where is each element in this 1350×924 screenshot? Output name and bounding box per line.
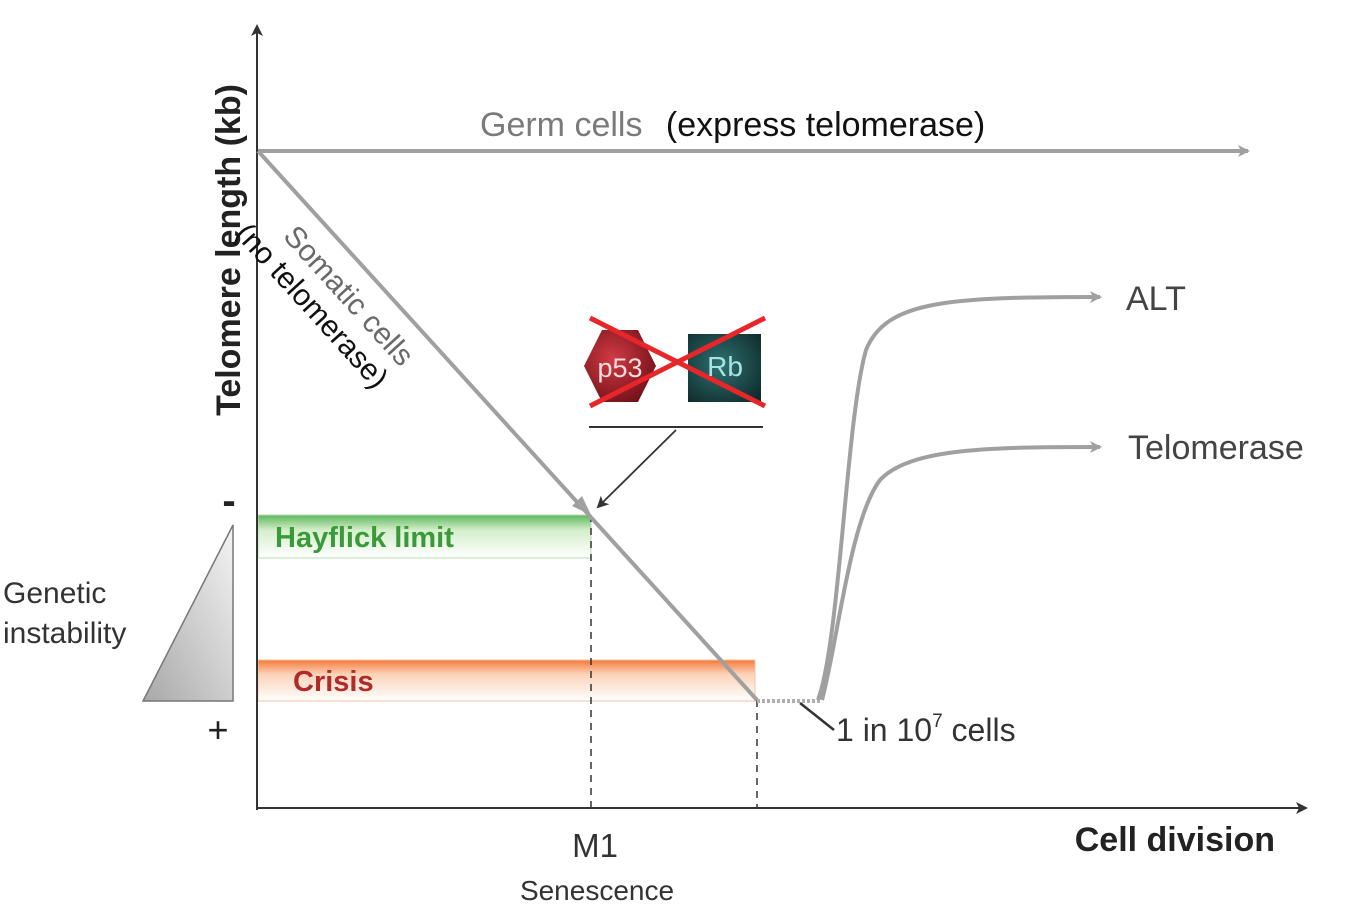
x-axis-label: Cell division [1075,821,1275,859]
crisis-label: Crisis [293,666,374,698]
telomerase-curve [820,441,1102,701]
rb-label: Rb [707,351,743,382]
hayflick-label: Hayflick limit [275,522,454,554]
y-axis-label: Telomere length (kb) [210,84,248,416]
m1-label: M1 [572,827,618,864]
instability-triangle [141,524,234,702]
germ-label: Germ cells (express telomerase) [480,106,985,144]
protein-arrow [596,429,677,509]
hayflick-band [257,514,592,559]
instability-label-line1: Genetic [3,577,106,610]
rare-pointer [799,702,835,731]
y-plus-label: + [207,709,228,750]
senescence-label: Senescence [520,875,674,906]
instability-label-line2: instability [3,617,126,650]
rare-cells-label: 1 in 107 cells [836,711,1016,748]
telomerase-label: Telomerase [1128,429,1304,467]
somatic-arrowhead [572,496,591,515]
alt-curve [816,291,1102,701]
cross-icon [588,315,767,409]
alt-label: ALT [1126,280,1186,318]
y-minus-label: - [222,479,235,523]
rb-icon [688,334,761,402]
somatic-line [256,149,759,702]
crisis-band [257,659,756,702]
p53-label: p53 [597,353,642,383]
